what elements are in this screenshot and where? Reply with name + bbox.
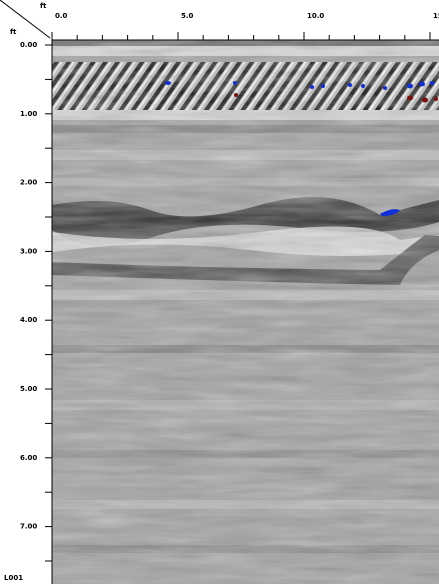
- corner-divider: [0, 0, 51, 39]
- y-tick-label: 7.00: [20, 523, 37, 531]
- y-tick-label: 0.00: [20, 41, 37, 49]
- y-tick-label: 5.00: [20, 385, 37, 393]
- y-tick-label: 4.00: [20, 316, 37, 324]
- file-label: L001: [4, 574, 23, 582]
- x-tick-label: 10.0: [307, 12, 324, 20]
- ruler-ticks: [45, 32, 431, 562]
- y-tick-label: 2.00: [20, 179, 37, 187]
- x-tick-label: 5.0: [181, 12, 194, 20]
- left-unit: ft: [10, 28, 17, 36]
- y-tick-label: 1.00: [20, 110, 37, 118]
- x-tick-label: 15.0: [433, 12, 439, 20]
- top-unit: ft: [40, 2, 47, 10]
- y-tick-label: 6.00: [20, 454, 37, 462]
- radargram-image: [52, 40, 439, 584]
- x-tick-label: 0.0: [55, 12, 68, 20]
- y-tick-label: 3.00: [20, 247, 37, 255]
